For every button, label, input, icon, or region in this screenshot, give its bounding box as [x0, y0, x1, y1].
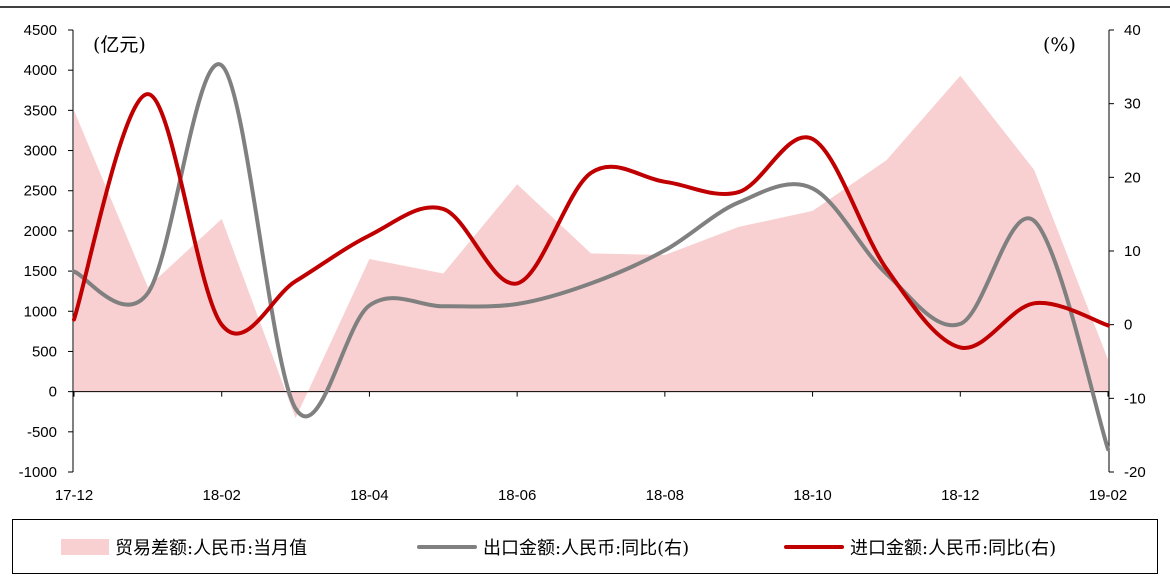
right-tick-label: 10: [1124, 243, 1141, 260]
legend-label-trade-balance: 贸易差额:人民币:当月值: [115, 537, 308, 559]
axis-layer: [0, 6, 1170, 473]
right-tick-label: -10: [1124, 390, 1146, 407]
left-tick-label: 1500: [24, 263, 57, 280]
left-unit-label: (亿元): [93, 34, 146, 56]
chart: (亿元) (%) 4500400035003000250020001500100…: [0, 6, 1170, 504]
legend-item-export: 出口金额:人民币:同比(右): [417, 520, 689, 573]
x-tick-label: 18-12: [941, 487, 979, 504]
right-tick-label: 20: [1124, 169, 1141, 186]
legend-item-import: 进口金额:人民币:同比(右): [784, 520, 1056, 573]
series-line-import: [72, 92, 1110, 350]
left-tick-label: 1000: [24, 303, 57, 320]
left-tick-label: 500: [32, 343, 57, 360]
legend-swatch-import: [784, 544, 844, 549]
right-tick-label: 40: [1124, 22, 1141, 39]
left-tick-label: 4000: [24, 62, 57, 79]
left-tick-label: 0: [49, 384, 57, 401]
x-tick-label: 18-10: [793, 487, 831, 504]
x-tick-label: 18-02: [203, 487, 241, 504]
left-tick-label: 4500: [24, 22, 57, 39]
series-line-export: [72, 62, 1110, 452]
x-tick-label: 17-12: [55, 487, 93, 504]
left-tick-label: 2500: [24, 183, 57, 200]
x-tick-label: 18-04: [350, 487, 388, 504]
series-area-trade-balance: [74, 75, 1108, 419]
label-layer: (亿元) (%) 4500400035003000250020001500100…: [19, 22, 1146, 504]
legend-swatch-trade-balance: [61, 538, 109, 555]
line-layer: [72, 62, 1110, 452]
legend-item-trade-balance: 贸易差额:人民币:当月值: [61, 520, 307, 573]
legend-label-import: 进口金额:人民币:同比(右): [850, 537, 1057, 559]
right-tick-label: 30: [1124, 96, 1141, 113]
right-tick-label: 0: [1124, 317, 1132, 334]
legend-swatch-export: [417, 544, 477, 549]
legend: 贸易差额:人民币:当月值 出口金额:人民币:同比(右) 进口金额:人民币:同比(…: [12, 519, 1158, 574]
left-tick-label: 2000: [24, 223, 57, 240]
legend-label-export: 出口金额:人民币:同比(右): [483, 537, 690, 559]
area-layer: [74, 75, 1108, 419]
x-tick-label: 18-08: [646, 487, 684, 504]
right-tick-label: -20: [1124, 464, 1146, 481]
x-tick-label: 19-02: [1089, 487, 1127, 504]
left-tick-label: -500: [27, 424, 57, 441]
left-tick-label: 3000: [24, 143, 57, 160]
left-tick-label: 3500: [24, 102, 57, 119]
x-tick-label: 18-06: [498, 487, 536, 504]
left-tick-label: -1000: [19, 464, 57, 481]
right-unit-label: (%): [1043, 34, 1076, 56]
